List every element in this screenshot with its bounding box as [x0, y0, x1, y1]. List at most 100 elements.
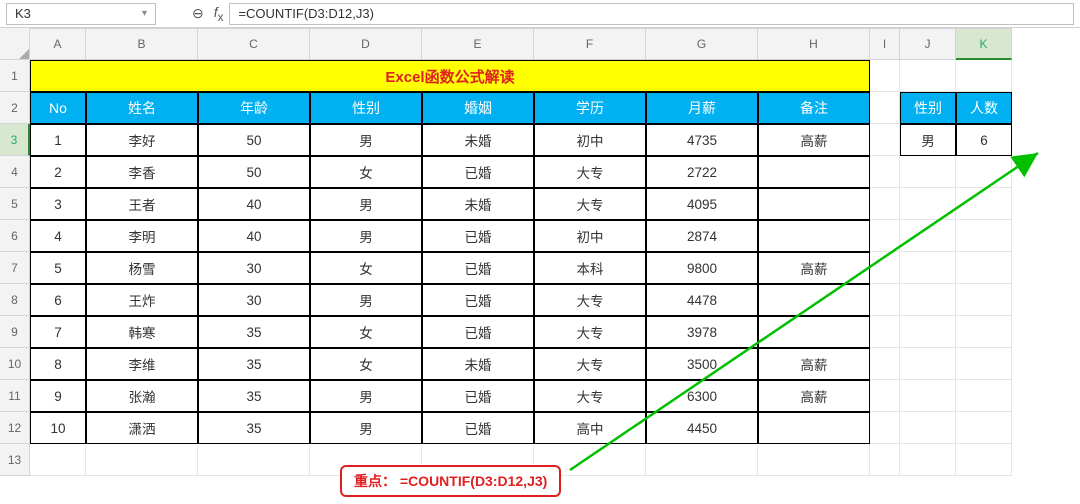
data-note-7[interactable]: 高薪	[758, 252, 870, 284]
col-header-K[interactable]: K	[956, 28, 1012, 60]
col-header-H[interactable]: H	[758, 28, 870, 60]
row-header-11[interactable]: 11	[0, 380, 30, 412]
data-gender-6[interactable]: 男	[310, 220, 422, 252]
data-gender-8[interactable]: 男	[310, 284, 422, 316]
data-gender-11[interactable]: 男	[310, 380, 422, 412]
cell-J10[interactable]	[900, 348, 956, 380]
select-all-corner[interactable]	[0, 28, 30, 60]
cell-I4[interactable]	[870, 156, 900, 188]
col-header-J[interactable]: J	[900, 28, 956, 60]
data-salary-6[interactable]: 2874	[646, 220, 758, 252]
row-header-3[interactable]: 3	[0, 124, 30, 156]
data-marriage-12[interactable]: 已婚	[422, 412, 534, 444]
row-header-6[interactable]: 6	[0, 220, 30, 252]
row-header-8[interactable]: 8	[0, 284, 30, 316]
col-header-F[interactable]: F	[534, 28, 646, 60]
cell-r13-9[interactable]	[900, 444, 956, 476]
row-header-9[interactable]: 9	[0, 316, 30, 348]
cell-J5[interactable]	[900, 188, 956, 220]
data-edu-9[interactable]: 大专	[534, 316, 646, 348]
data-edu-12[interactable]: 高中	[534, 412, 646, 444]
data-no-6[interactable]: 4	[30, 220, 86, 252]
spreadsheet-grid[interactable]: ABCDEFGHIJK1Excel函数公式解读2No姓名年龄性别婚姻学历月薪备注…	[0, 28, 1080, 476]
cell-K4[interactable]	[956, 156, 1012, 188]
data-name-9[interactable]: 韩寒	[86, 316, 198, 348]
cell-K6[interactable]	[956, 220, 1012, 252]
data-note-10[interactable]: 高薪	[758, 348, 870, 380]
data-edu-4[interactable]: 大专	[534, 156, 646, 188]
cell-I12[interactable]	[870, 412, 900, 444]
side-count[interactable]: 6	[956, 124, 1012, 156]
data-gender-7[interactable]: 女	[310, 252, 422, 284]
data-salary-9[interactable]: 3978	[646, 316, 758, 348]
formula-input[interactable]: =COUNTIF(D3:D12,J3)	[229, 3, 1074, 25]
row-header-10[interactable]: 10	[0, 348, 30, 380]
data-salary-7[interactable]: 9800	[646, 252, 758, 284]
cell-r13-6[interactable]	[646, 444, 758, 476]
data-no-12[interactable]: 10	[30, 412, 86, 444]
data-name-10[interactable]: 李维	[86, 348, 198, 380]
col-header-C[interactable]: C	[198, 28, 310, 60]
row-header-12[interactable]: 12	[0, 412, 30, 444]
cell-J1[interactable]	[900, 60, 956, 92]
cell-r13-2[interactable]	[198, 444, 310, 476]
data-marriage-9[interactable]: 已婚	[422, 316, 534, 348]
data-salary-3[interactable]: 4735	[646, 124, 758, 156]
cell-J4[interactable]	[900, 156, 956, 188]
cell-K5[interactable]	[956, 188, 1012, 220]
cell-J8[interactable]	[900, 284, 956, 316]
data-edu-7[interactable]: 本科	[534, 252, 646, 284]
cell-K7[interactable]	[956, 252, 1012, 284]
col-header-D[interactable]: D	[310, 28, 422, 60]
data-note-3[interactable]: 高薪	[758, 124, 870, 156]
data-age-7[interactable]: 30	[198, 252, 310, 284]
data-age-12[interactable]: 35	[198, 412, 310, 444]
cell-J12[interactable]	[900, 412, 956, 444]
data-no-8[interactable]: 6	[30, 284, 86, 316]
cell-K10[interactable]	[956, 348, 1012, 380]
data-note-11[interactable]: 高薪	[758, 380, 870, 412]
data-no-9[interactable]: 7	[30, 316, 86, 348]
chevron-down-icon[interactable]: ▾	[142, 8, 147, 19]
cell-r13-8[interactable]	[870, 444, 900, 476]
data-name-5[interactable]: 王者	[86, 188, 198, 220]
row-header-1[interactable]: 1	[0, 60, 30, 92]
cell-I6[interactable]	[870, 220, 900, 252]
data-age-9[interactable]: 35	[198, 316, 310, 348]
data-no-5[interactable]: 3	[30, 188, 86, 220]
data-note-9[interactable]	[758, 316, 870, 348]
data-edu-11[interactable]: 大专	[534, 380, 646, 412]
cell-r13-10[interactable]	[956, 444, 1012, 476]
data-name-3[interactable]: 李好	[86, 124, 198, 156]
cell-J11[interactable]	[900, 380, 956, 412]
data-salary-12[interactable]: 4450	[646, 412, 758, 444]
data-no-4[interactable]: 2	[30, 156, 86, 188]
cell-K11[interactable]	[956, 380, 1012, 412]
data-salary-4[interactable]: 2722	[646, 156, 758, 188]
data-edu-5[interactable]: 大专	[534, 188, 646, 220]
data-name-12[interactable]: 潇洒	[86, 412, 198, 444]
data-marriage-6[interactable]: 已婚	[422, 220, 534, 252]
cell-r13-7[interactable]	[758, 444, 870, 476]
data-edu-3[interactable]: 初中	[534, 124, 646, 156]
data-name-4[interactable]: 李香	[86, 156, 198, 188]
cell-K9[interactable]	[956, 316, 1012, 348]
data-no-3[interactable]: 1	[30, 124, 86, 156]
row-header-4[interactable]: 4	[0, 156, 30, 188]
data-edu-8[interactable]: 大专	[534, 284, 646, 316]
data-name-8[interactable]: 王炸	[86, 284, 198, 316]
data-gender-9[interactable]: 女	[310, 316, 422, 348]
cell-J9[interactable]	[900, 316, 956, 348]
cell-I10[interactable]	[870, 348, 900, 380]
data-age-10[interactable]: 35	[198, 348, 310, 380]
data-note-4[interactable]	[758, 156, 870, 188]
data-note-5[interactable]	[758, 188, 870, 220]
data-gender-10[interactable]: 女	[310, 348, 422, 380]
data-note-6[interactable]	[758, 220, 870, 252]
data-age-4[interactable]: 50	[198, 156, 310, 188]
data-gender-12[interactable]: 男	[310, 412, 422, 444]
data-salary-8[interactable]: 4478	[646, 284, 758, 316]
data-no-11[interactable]: 9	[30, 380, 86, 412]
row-header-7[interactable]: 7	[0, 252, 30, 284]
data-age-6[interactable]: 40	[198, 220, 310, 252]
